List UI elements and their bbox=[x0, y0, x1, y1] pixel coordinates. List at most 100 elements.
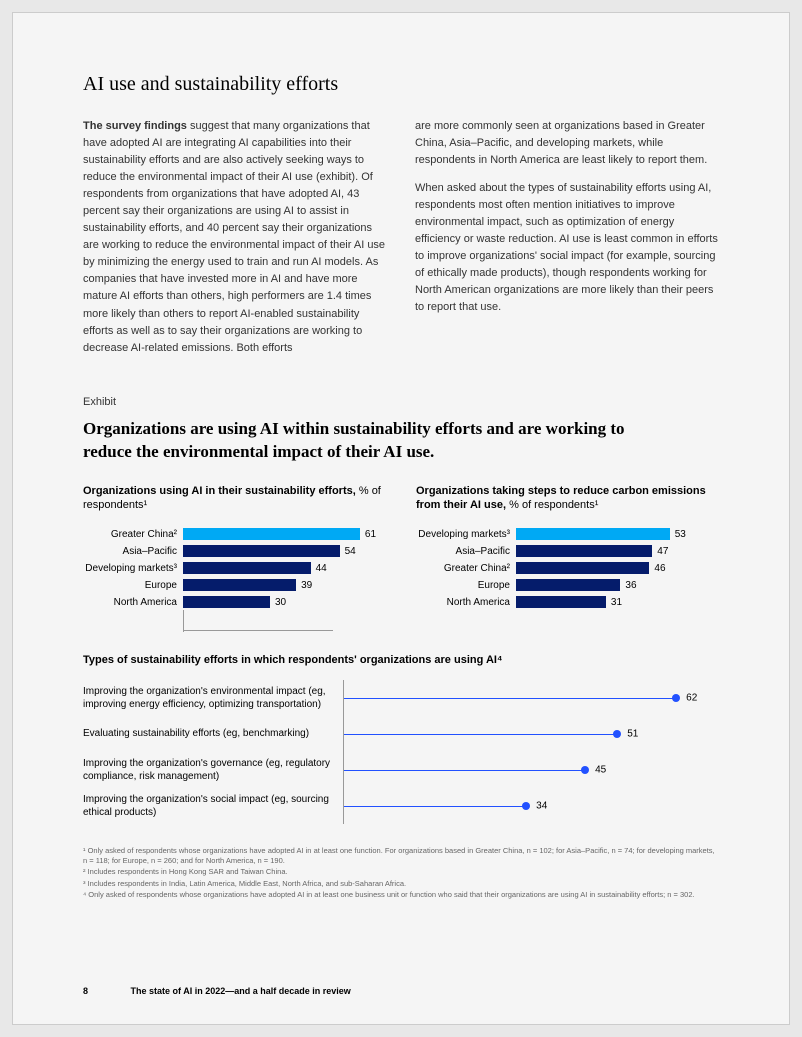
dot-label: Improving the organization's governance … bbox=[83, 752, 343, 788]
dot-row: 45 bbox=[344, 752, 719, 788]
bar-label: Greater China² bbox=[83, 529, 183, 540]
bar-row: Europe 39 bbox=[83, 578, 386, 592]
bar-track: 44 bbox=[183, 562, 386, 574]
bar-row: North America 30 bbox=[83, 595, 386, 609]
bar-label: Greater China² bbox=[416, 563, 516, 574]
bar-row: Greater China² 46 bbox=[416, 561, 719, 575]
bar-row: North America 31 bbox=[416, 595, 719, 609]
bar-label: Developing markets³ bbox=[83, 563, 183, 574]
bar-track: 30 bbox=[183, 596, 386, 608]
bar-fill bbox=[183, 528, 360, 540]
bar-fill bbox=[516, 545, 652, 557]
dot-line bbox=[344, 698, 676, 699]
page-footer: 8 The state of AI in 2022—and a half dec… bbox=[83, 986, 351, 996]
footer-title: The state of AI in 2022—and a half decad… bbox=[131, 986, 351, 996]
dot-row: 62 bbox=[344, 680, 719, 716]
footnote: ⁴ Only asked of respondents whose organi… bbox=[83, 890, 719, 900]
bar-chart-1: Organizations using AI in their sustaina… bbox=[83, 484, 386, 637]
bar-label: Developing markets³ bbox=[416, 529, 516, 540]
bar-fill bbox=[183, 579, 296, 591]
dot-value: 45 bbox=[595, 765, 606, 776]
page-number: 8 bbox=[83, 986, 88, 996]
bar-chart-2-title: Organizations taking steps to reduce car… bbox=[416, 484, 719, 514]
bar-chart-1-title: Organizations using AI in their sustaina… bbox=[83, 484, 386, 514]
dot-line bbox=[344, 806, 526, 807]
bar-fill bbox=[183, 596, 270, 608]
bar-track: 53 bbox=[516, 528, 719, 540]
bar-track: 31 bbox=[516, 596, 719, 608]
dot-chart-tracks: 62 51 45 34 bbox=[343, 680, 719, 824]
exhibit-title: Organizations are using AI within sustai… bbox=[83, 418, 643, 464]
dot-row: 34 bbox=[344, 788, 719, 824]
bar-label: Asia–Pacific bbox=[416, 546, 516, 557]
dot-label: Improving the organization's environment… bbox=[83, 680, 343, 716]
bar-fill bbox=[516, 596, 606, 608]
section-title: AI use and sustainability efforts bbox=[83, 73, 719, 96]
bar-fill bbox=[516, 579, 620, 591]
bar-track: 39 bbox=[183, 579, 386, 591]
exhibit-label: Exhibit bbox=[83, 396, 719, 408]
bar-label: Asia–Pacific bbox=[83, 546, 183, 557]
body-column-left: The survey findings suggest that many or… bbox=[83, 118, 387, 368]
dot-label: Evaluating sustainability efforts (eg, b… bbox=[83, 716, 343, 752]
body-para-3: When asked about the types of sustainabi… bbox=[415, 180, 719, 316]
bar-value: 44 bbox=[316, 563, 327, 574]
bar-charts: Organizations using AI in their sustaina… bbox=[83, 484, 719, 637]
bar-row: Asia–Pacific 54 bbox=[83, 544, 386, 558]
dot-marker bbox=[672, 694, 680, 702]
bar-fill bbox=[516, 528, 670, 540]
bar-value: 39 bbox=[301, 580, 312, 591]
bar-track: 54 bbox=[183, 545, 386, 557]
dot-chart-labels: Improving the organization's environment… bbox=[83, 680, 343, 824]
bar-chart-2: Organizations taking steps to reduce car… bbox=[416, 484, 719, 637]
dot-marker bbox=[613, 730, 621, 738]
bar-chart-2-rows: Developing markets³53Asia–Pacific47Great… bbox=[416, 527, 719, 609]
bar-value: 54 bbox=[345, 546, 356, 557]
dot-value: 51 bbox=[627, 729, 638, 740]
dot-marker bbox=[522, 802, 530, 810]
body-para-1: The survey findings suggest that many or… bbox=[83, 118, 387, 357]
bar-label: North America bbox=[416, 597, 516, 608]
dot-label: Improving the organization's social impa… bbox=[83, 788, 343, 824]
bar-fill bbox=[516, 562, 649, 574]
dot-chart-title: Types of sustainability efforts in which… bbox=[83, 654, 719, 666]
bar-label: Europe bbox=[83, 580, 183, 591]
bar-row: Developing markets³ 44 bbox=[83, 561, 386, 575]
body-columns: The survey findings suggest that many or… bbox=[83, 118, 719, 368]
body-para-2: are more commonly seen at organizations … bbox=[415, 118, 719, 169]
page: AI use and sustainability efforts The su… bbox=[12, 12, 790, 1025]
bar-chart-2-title-sub: % of respondents¹ bbox=[506, 499, 598, 511]
bar-chart-1-title-bold: Organizations using AI in their sustaina… bbox=[83, 485, 356, 497]
bar-fill bbox=[183, 562, 311, 574]
body-column-right: are more commonly seen at organizations … bbox=[415, 118, 719, 368]
bar-row: Greater China² 61 bbox=[83, 527, 386, 541]
bar-label: North America bbox=[83, 597, 183, 608]
bar-track: 46 bbox=[516, 562, 719, 574]
bar-fill bbox=[183, 545, 340, 557]
footnote: ² Includes respondents in Hong Kong SAR … bbox=[83, 867, 719, 877]
dot-value: 62 bbox=[686, 693, 697, 704]
axis-decoration bbox=[183, 612, 386, 636]
bar-value: 31 bbox=[611, 597, 622, 608]
bar-label: Europe bbox=[416, 580, 516, 591]
bar-value: 53 bbox=[675, 529, 686, 540]
bar-track: 61 bbox=[183, 528, 386, 540]
dot-line bbox=[344, 770, 585, 771]
bar-value: 61 bbox=[365, 529, 376, 540]
dot-value: 34 bbox=[536, 801, 547, 812]
bar-track: 47 bbox=[516, 545, 719, 557]
bar-row: Asia–Pacific47 bbox=[416, 544, 719, 558]
bar-track: 36 bbox=[516, 579, 719, 591]
footnote: ¹ Only asked of respondents whose organi… bbox=[83, 846, 719, 866]
bar-value: 30 bbox=[275, 597, 286, 608]
bar-value: 46 bbox=[654, 563, 665, 574]
dot-row: 51 bbox=[344, 716, 719, 752]
footnotes: ¹ Only asked of respondents whose organi… bbox=[83, 846, 719, 900]
dot-marker bbox=[581, 766, 589, 774]
footnote: ³ Includes respondents in India, Latin A… bbox=[83, 879, 719, 889]
dot-chart: Improving the organization's environment… bbox=[83, 680, 719, 824]
bar-chart-1-rows: Greater China² 61 Asia–Pacific 54 Developing… bbox=[83, 527, 386, 609]
dot-line bbox=[344, 734, 617, 735]
bar-row: Europe36 bbox=[416, 578, 719, 592]
bar-row: Developing markets³ 53 bbox=[416, 527, 719, 541]
